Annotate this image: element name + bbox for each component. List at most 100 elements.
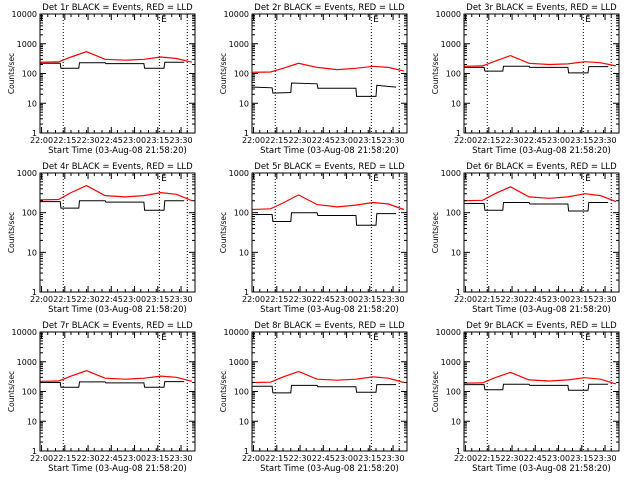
events-series-line (252, 212, 397, 226)
lld-series-line (251, 62, 405, 73)
events-series-line (464, 65, 609, 74)
x-tick-label: 22:00 (454, 295, 477, 304)
x-tick-label: 23:30 (594, 454, 617, 463)
x-tick-label: 22:30 (501, 136, 524, 145)
lld-series-line (251, 370, 405, 384)
x-tick-label: 22:30 (289, 454, 312, 463)
x-tick-label: 23:00 (547, 295, 570, 304)
x-tick-label: 22:15 (477, 454, 500, 463)
lld-series-line (39, 370, 193, 382)
y-tick-label: 1 (244, 288, 249, 297)
x-tick-label: 22:15 (53, 136, 76, 145)
x-tick-label: 23:00 (335, 136, 358, 145)
y-tick-label: 1000 (17, 40, 37, 49)
plot-frame (251, 172, 408, 293)
lld-series-line (463, 54, 617, 67)
chart-title: Det 8r BLACK = Events, RED = LLD (254, 321, 405, 331)
x-tick-label: 22:45 (524, 454, 547, 463)
x-tick-label: 22:45 (312, 136, 335, 145)
y-axis-label: Counts/sec (431, 53, 440, 94)
y-tick-label: 100 (22, 70, 37, 79)
y-tick-label: 1000 (441, 358, 461, 367)
x-tick-label: 22:45 (524, 295, 547, 304)
marker-label: E (585, 174, 591, 184)
y-tick-label: 10000 (12, 10, 37, 19)
chart-panel: E 1 10 100 1000 10000 22:00 22:15 22:30 22:45 23:0… (7, 321, 196, 474)
y-tick-label: 1 (244, 447, 249, 456)
chart-panel: E 1 10 100 1000 10000 22:00 22:15 22:30 22:45 23:0… (431, 3, 620, 156)
x-tick-label: 22:15 (477, 295, 500, 304)
plot-frame (251, 13, 408, 134)
x-tick-label: 22:45 (312, 295, 335, 304)
chart-title: Det 7r BLACK = Events, RED = LLD (42, 321, 193, 331)
y-tick-label: 1 (244, 129, 249, 138)
plot-frame (463, 172, 620, 293)
x-tick-label: 22:15 (265, 454, 288, 463)
x-tick-label: 22:15 (477, 136, 500, 145)
x-tick-label: 23:30 (382, 295, 405, 304)
y-tick-label: 1 (456, 447, 461, 456)
x-tick-label: 23:15 (570, 295, 593, 304)
x-axis-label: Start Time (03-Aug-08 21:58:20) (260, 464, 399, 474)
y-tick-label: 10000 (224, 328, 249, 337)
x-tick-label: 23:15 (358, 136, 381, 145)
x-tick-label: 22:30 (77, 295, 100, 304)
y-tick-label: 100 (446, 209, 461, 218)
y-tick-label: 1000 (229, 40, 249, 49)
x-tick-label: 23:15 (570, 454, 593, 463)
plot-frame (39, 172, 196, 293)
x-tick-label: 23:00 (123, 295, 146, 304)
y-axis-label: Counts/sec (431, 371, 440, 412)
chart-panel: E 1 10 100 1000 10000 22:00 22:15 22:30 22:45 23:0… (219, 3, 408, 156)
marker-label: E (585, 333, 591, 343)
plot-frame (39, 331, 196, 452)
y-tick-label: 10 (451, 248, 461, 257)
y-tick-label: 10 (27, 417, 37, 426)
x-tick-label: 23:15 (570, 136, 593, 145)
x-tick-label: 22:00 (242, 295, 265, 304)
x-axis-label: Start Time (03-Aug-08 21:58:20) (260, 305, 399, 315)
x-tick-label: 22:00 (30, 136, 53, 145)
y-tick-label: 1 (456, 288, 461, 297)
y-tick-label: 10 (27, 248, 37, 257)
x-tick-label: 22:15 (53, 454, 76, 463)
events-series-line (464, 383, 609, 391)
plot-frame (251, 331, 408, 452)
y-tick-label: 1 (32, 288, 37, 297)
lld-series-line (463, 186, 617, 203)
chart-panel: E 1 10 100 1000 10000 22:00 22:15 22:30 22:45 23:0… (219, 321, 408, 474)
x-tick-label: 22:45 (524, 136, 547, 145)
y-tick-label: 10000 (436, 328, 461, 337)
x-tick-label: 22:00 (242, 136, 265, 145)
y-axis-label: Counts/sec (219, 371, 228, 412)
y-tick-label: 100 (22, 209, 37, 218)
events-series-line (251, 82, 397, 97)
x-tick-label: 22:30 (77, 454, 100, 463)
y-tick-label: 1 (32, 447, 37, 456)
x-tick-label: 22:45 (100, 295, 123, 304)
y-tick-label: 1 (456, 129, 461, 138)
y-tick-label: 10 (27, 99, 37, 108)
chart-title: Det 4r BLACK = Events, RED = LLD (42, 162, 193, 172)
marker-label: E (161, 15, 167, 25)
x-tick-label: 23:15 (358, 454, 381, 463)
x-tick-label: 22:00 (242, 454, 265, 463)
x-tick-label: 23:15 (358, 295, 381, 304)
chart-panel: E 1 10 100 1000 10000 22:00 22:15 22:30 22:45 23:0… (7, 3, 196, 156)
chart-panel: E 1 10 100 1000 22:00 22:15 22:30 22:45 23:00 23:1… (431, 162, 620, 315)
x-axis-label: Start Time (03-Aug-08 21:58:20) (472, 305, 611, 315)
x-tick-label: 23:30 (594, 295, 617, 304)
plot-frame (463, 331, 620, 452)
x-tick-label: 23:00 (335, 454, 358, 463)
y-tick-label: 100 (446, 70, 461, 79)
y-tick-label: 10 (239, 248, 249, 257)
y-axis-label: Counts/sec (7, 212, 16, 253)
x-axis-label: Start Time (03-Aug-08 21:58:20) (472, 464, 611, 474)
chart-title: Det 6r BLACK = Events, RED = LLD (466, 162, 617, 172)
y-tick-label: 10 (451, 99, 461, 108)
y-tick-label: 1 (32, 129, 37, 138)
chart-title: Det 2r BLACK = Events, RED = LLD (254, 3, 405, 13)
chart-title: Det 3r BLACK = Events, RED = LLD (466, 3, 617, 13)
y-tick-label: 1000 (229, 358, 249, 367)
